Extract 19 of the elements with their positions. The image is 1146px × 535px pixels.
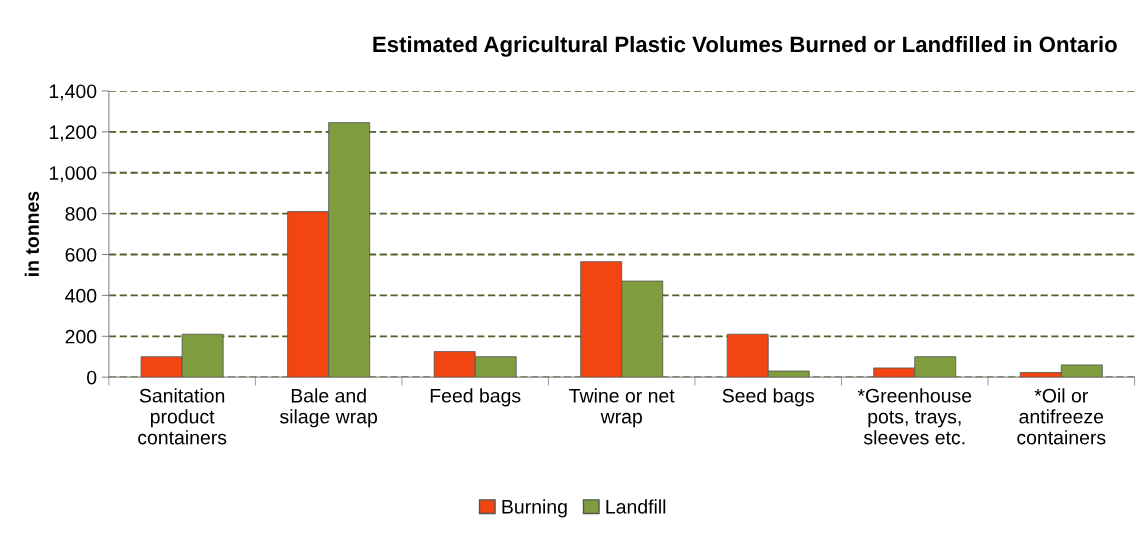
- y-tick-label: 0: [87, 370, 97, 385]
- y-tick-label: 400: [65, 288, 97, 303]
- legend-label: Burning: [502, 499, 567, 518]
- x-tick-label: Bale and silage wrap: [280, 388, 378, 428]
- x-tick-label: *Greenhouse pots, trays, sleeves etc.: [857, 388, 972, 445]
- y-tick-label: 200: [65, 329, 97, 344]
- y-tick-label: 1,200: [49, 125, 97, 142]
- x-tick-label: Sanitation product containers: [138, 388, 227, 445]
- x-tick-label: *Oil or antifreeze containers: [1017, 388, 1106, 445]
- x-tick-label: Feed bags: [430, 388, 521, 407]
- x-tick-label: Seed bags: [722, 388, 815, 407]
- chart-title: Estimated Agricultural Plastic Volumes Burned or Landfilled in Ontario: [373, 35, 1117, 57]
- x-tick-label: Twine or net wrap: [569, 388, 675, 428]
- y-tick-label: 600: [65, 247, 97, 262]
- y-tick-label: 1,000: [49, 166, 97, 183]
- y-tick-label: 1,400: [49, 84, 97, 101]
- y-axis-title: in tonnes: [24, 191, 40, 276]
- legend-label: Landfill: [606, 499, 666, 514]
- y-tick-label: 800: [65, 207, 97, 221]
